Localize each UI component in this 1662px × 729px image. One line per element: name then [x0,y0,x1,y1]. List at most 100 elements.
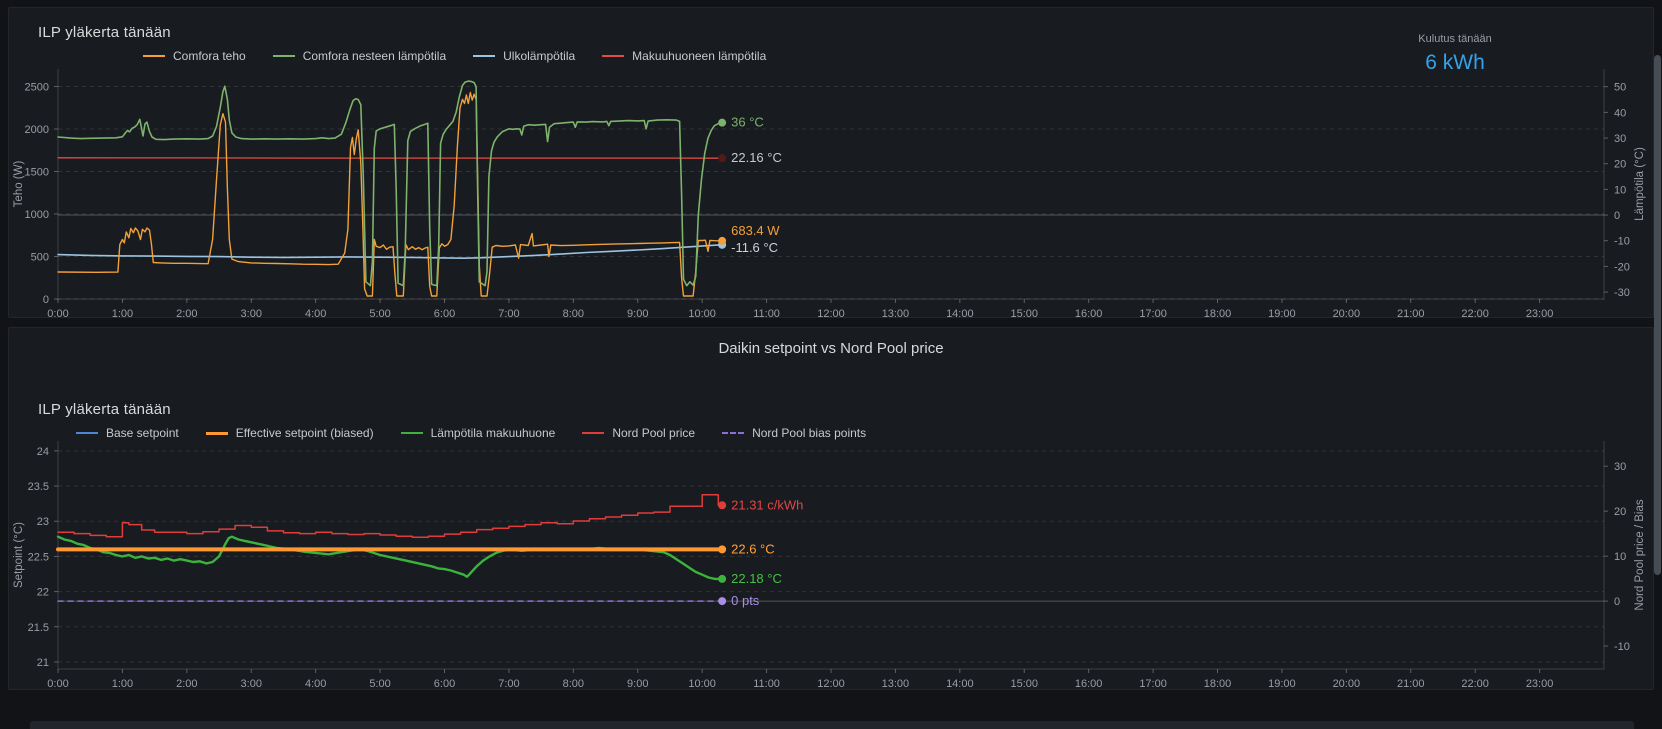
scrollbar-thumb[interactable] [1654,55,1661,575]
setpoint-price-panel: 21 21.5 22 22.5 23 23.5 24 -10 0 10 20 30 0:00 1:00 2:… [8,327,1654,690]
series-ulkolampotila [57,244,723,259]
x-tick-label: 10:00 [688,308,716,319]
x-tick-label: 22:00 [1461,308,1489,319]
y-tick-label-right: 10 [1614,184,1626,196]
x-tick-label: 19:00 [1268,678,1296,690]
legend-item-lampotila-makuuhuone[interactable]: Lämpötila makuuhuone [400,426,555,440]
y-axis-title-left: Teho (W) [13,161,25,208]
plot-border [57,69,1605,300]
series-nord-pool-price [57,493,723,538]
y-tick-label-right: 40 [1614,107,1626,119]
legend-item-nord-pool-price[interactable]: Nord Pool price [582,426,695,440]
series-comfora-teho [57,91,723,297]
last-value-label-effective-setpoint: 22.6 °C [731,541,775,556]
x-tick-label: 19:00 [1268,308,1296,319]
x-tick-label: 4:00 [305,308,326,319]
legend-item-base-setpoint[interactable]: Base setpoint [76,426,179,440]
last-value-dot-effective-setpoint [718,545,727,554]
panel-title[interactable]: Daikin setpoint vs Nord Pool price [718,340,944,357]
y-tick-label-left: 1000 [25,209,49,221]
y-tick-label-right: 0 [1614,596,1620,608]
y-tick-label-right: 20 [1614,506,1626,518]
x-tick-label: 11:00 [753,308,780,319]
y-tick-label-right: -10 [1614,641,1630,653]
y-tick-label-right: -10 [1614,236,1630,248]
x-tick-label: 1:00 [112,308,133,319]
legend: Base setpoint Effective setpoint (biased)… [76,426,893,440]
legend-item-nord-pool-bias[interactable]: Nord Pool bias points [722,426,866,440]
y-tick-label-right: 30 [1614,133,1626,145]
x-tick-label: 5:00 [369,678,390,690]
legend-item-makuuhuoneen-lampotila[interactable]: Makuuhuoneen lämpötila [602,49,766,63]
x-tick-label: 18:00 [1204,308,1232,319]
x-tick-label: 5:00 [369,308,390,319]
y-tick-label-left: 22.5 [28,551,49,563]
legend-swatch-nord-pool-price [582,432,605,434]
x-tick-label: 9:00 [627,678,648,690]
x-tick-label: 14:00 [946,308,974,319]
x-tick-label: 13:00 [882,678,910,690]
y-tick-label-right: 50 [1614,82,1626,94]
y-tick-label-right: 20 [1614,159,1626,171]
y-tick-label-left: 2500 [25,82,49,94]
y-tick-label-left: 500 [31,252,49,264]
legend-item-comfora-teho[interactable]: Comfora teho [143,49,246,63]
x-tick-label: 6:00 [434,678,455,690]
x-tick-label: 8:00 [563,308,584,319]
legend-label: Effective setpoint (biased) [235,426,374,440]
last-value-dot-comfora-teho [718,236,727,245]
legend-swatch-lampotila-makuuhuone [400,432,423,434]
power-temperature-chart[interactable]: 0 500 1000 1500 2000 2500 -30 -20 -10 0 10 20 30 40 50… [9,8,1655,319]
last-value-label-lampotila-makuuhuone: 22.18 °C [731,571,782,586]
x-tick-label: 22:00 [1461,678,1489,690]
last-value-dot-lampotila-makuuhuone [718,574,727,583]
last-value-label-nord-pool-bias: 0 pts [731,593,760,608]
consumption-kpi: Kulutus tänään 6 kWh [1367,33,1543,75]
x-tick-label: 2:00 [176,678,197,690]
kpi-value: 6 kWh [1425,51,1485,74]
x-tick-label: 18:00 [1204,678,1232,690]
x-tick-label: 21:00 [1397,308,1425,319]
legend-label: Ulkolämpötila [503,49,576,63]
y-tick-label-left: 21.5 [28,622,49,634]
legend-label: Makuuhuoneen lämpötila [632,49,767,63]
x-tick-label: 8:00 [563,678,584,690]
x-tick-label: 3:00 [241,678,262,690]
legend: Comfora teho Comfora nesteen lämpötila Ulk… [143,49,793,63]
legend-label: Nord Pool price [612,426,696,440]
y-axis-title-right: Nord Pool price / Bias [1634,499,1646,610]
y-axis-title-left: Setpoint (°C) [13,522,25,588]
x-tick-label: 0:00 [47,678,68,690]
chart-title: ILP yläkerta tänään [38,24,171,41]
last-value-label-comfora-teho: 683.4 W [731,223,780,238]
legend-item-comfora-nesteen-lampotila[interactable]: Comfora nesteen lämpötila [272,49,447,63]
next-panel-edge[interactable] [30,721,1634,729]
x-tick-label: 1:00 [112,678,133,690]
last-value-label-nord-pool-price: 21.31 c/kWh [731,497,803,512]
x-tick-label: 11:00 [753,678,780,690]
legend-swatch-nord-pool-bias [722,432,745,434]
last-value-label-comfora-nesteen-lampotila: 36 °C [731,115,764,130]
y-tick-label-right: -30 [1614,287,1630,299]
y-axis-title-right: Lämpötila (°C) [1634,147,1646,221]
legend-swatch-effective-setpoint [205,431,228,435]
legend-item-effective-setpoint[interactable]: Effective setpoint (biased) [205,426,374,440]
y-tick-label-left: 23 [37,516,49,528]
legend-swatch-ulkolampotila [473,55,496,57]
x-tick-label: 3:00 [241,308,262,319]
x-tick-label: 17:00 [1139,678,1167,690]
x-tick-label: 23:00 [1526,308,1554,319]
y-tick-label-left: 0 [43,294,49,306]
legend-item-ulkolampotila[interactable]: Ulkolämpötila [473,49,575,63]
power-temperature-panel: 0 500 1000 1500 2000 2500 -30 -20 -10 0 10 20 30 40 50… [8,7,1655,319]
x-tick-label: 15:00 [1010,678,1038,690]
legend-label: Comfora nesteen lämpötila [302,49,447,63]
legend-swatch-base-setpoint [76,432,98,434]
y-tick-label-left: 2000 [25,124,49,136]
y-tick-label-left: 22 [37,587,49,599]
kpi-label: Kulutus tänään [1418,33,1492,45]
setpoint-price-chart[interactable]: 21 21.5 22 22.5 23 23.5 24 -10 0 10 20 30 0:00 1:00 2:… [9,328,1655,691]
y-tick-label-left: 1500 [25,167,49,179]
x-tick-label: 21:00 [1397,678,1425,690]
